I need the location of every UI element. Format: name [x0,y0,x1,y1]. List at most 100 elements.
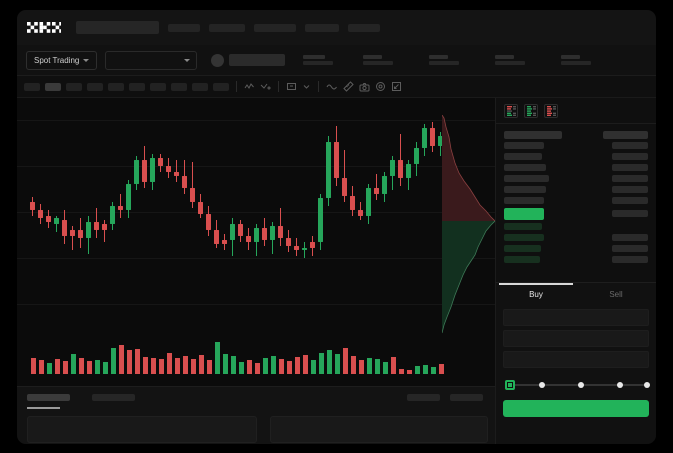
fullscreen-icon[interactable] [391,81,402,92]
candle-body [294,246,299,250]
nav-item-3[interactable] [254,23,296,32]
trading-mode-button[interactable]: Spot Trading [26,50,98,70]
slider-stop-25[interactable] [539,382,545,388]
candle-wick [56,216,57,232]
candle-body [110,206,115,224]
chevron-down-icon[interactable] [302,82,311,91]
order-book-divider [496,123,656,124]
col-header-price [504,130,562,139]
volume-bar [279,359,284,374]
market-stat-2 [429,55,460,65]
order-book-bid-row[interactable] [504,254,648,265]
order-book-ask-row[interactable] [504,162,648,173]
slider-stop-100[interactable] [644,382,650,388]
candle-body [142,160,147,182]
selected-pair-group[interactable] [211,53,286,67]
volume-bar [175,358,180,374]
chart-gridline [17,166,495,167]
candle-wick [344,150,345,202]
amount-field[interactable] [503,330,649,347]
indicator-icon[interactable] [260,82,271,91]
ruler-icon[interactable] [343,81,354,92]
order-book-ask-row[interactable] [504,184,648,195]
tab-buy[interactable]: Buy [529,289,543,299]
order-book-bid-row[interactable] [504,243,648,254]
order-book-ask-row[interactable] [504,195,648,206]
tab-order-history[interactable] [92,394,135,401]
timeframe-button-4[interactable] [87,82,103,91]
bottom-card-1[interactable] [27,416,257,443]
active-tab-underline [27,407,60,409]
submit-buy-button[interactable] [503,400,649,417]
price-stat [303,55,334,65]
order-book-ask-row[interactable] [504,151,648,162]
nav-item-1[interactable] [168,23,200,32]
orderbook-buy-icon[interactable] [524,104,538,118]
order-book-ask-row[interactable] [504,173,648,184]
price-chart[interactable] [17,98,495,386]
volume-bar [399,369,404,374]
volume-bar [215,342,220,374]
order-book-header-row [504,129,648,140]
nav-item-2[interactable] [209,23,245,32]
candle-body [214,230,219,244]
candle-wick [176,160,177,182]
bottom-action-2[interactable] [450,394,483,401]
candle-body [350,196,355,210]
timeframe-button-5[interactable] [108,82,124,91]
order-book-mark-price-row[interactable] [504,206,648,221]
nav-item-4[interactable] [305,23,339,32]
volume-bar [439,364,444,374]
candle-wick [72,226,73,250]
order-book-mode-group [496,98,656,123]
volume-bar [95,360,100,374]
pair-select[interactable] [105,50,198,70]
volume-bar [135,349,140,374]
slider-stop-75[interactable] [617,382,623,388]
volume-bar [47,363,52,374]
order-book-bid-row[interactable] [504,221,648,232]
camera-icon[interactable] [359,82,370,92]
order-book-bid-row[interactable] [504,232,648,243]
nav-item-5[interactable] [348,23,380,32]
orderbook-both-icon[interactable] [504,104,518,118]
tab-open-orders[interactable] [27,394,70,401]
toolbar-divider-3 [318,81,319,92]
bottom-action-1[interactable] [407,394,440,401]
top-navigation-bar [17,10,656,45]
volume-bar [63,361,68,374]
bottom-card-2[interactable] [270,416,488,443]
order-book-ask-row[interactable] [504,140,648,151]
candle-body [70,230,75,236]
slider-stop-50[interactable] [578,382,584,388]
slider-handle[interactable] [505,380,515,390]
timeframe-button-9[interactable] [192,82,208,91]
price-field[interactable] [503,309,649,326]
candle-wick [104,220,105,242]
search-input[interactable] [76,21,159,34]
line-chart-icon[interactable] [244,82,255,91]
timeframe-button-7[interactable] [150,82,166,91]
tab-sell[interactable]: Sell [609,289,623,299]
text-icon[interactable] [286,82,297,91]
candle-body [438,136,443,146]
timeframe-button-1[interactable] [24,82,40,91]
orderbook-sell-icon[interactable] [544,104,558,118]
okx-logo-icon[interactable] [27,22,61,33]
total-field[interactable] [503,351,649,368]
volume-bar [79,358,84,374]
candle-body [238,224,243,236]
volume-histogram [17,330,495,386]
timeframe-button-10[interactable] [213,82,229,91]
timeframe-button-2[interactable] [45,82,61,91]
timeframe-button-8[interactable] [171,82,187,91]
settings-icon[interactable] [375,81,386,92]
candle-body [46,216,51,222]
amount-slider[interactable] [505,379,650,391]
timeframe-button-3[interactable] [66,82,82,91]
candle-body [182,176,187,188]
wave-icon[interactable] [326,82,338,91]
timeframe-button-6[interactable] [129,82,145,91]
pair-name-label [229,54,286,66]
volume-bar [319,353,324,374]
